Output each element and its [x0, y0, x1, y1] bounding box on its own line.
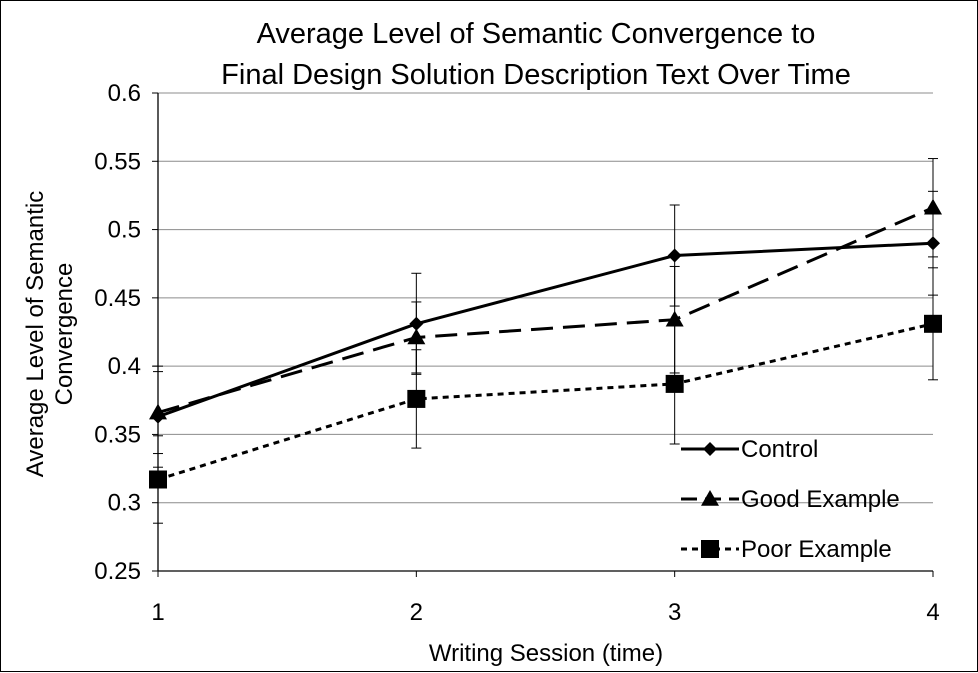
data-point	[665, 310, 684, 327]
y-tick-labels: 0.25 0.3 0.35 0.4 0.45 0.5 0.55 0.6	[94, 80, 141, 585]
y-axis-title-line-1: Average Level of Semantic	[22, 191, 49, 477]
data-point	[407, 389, 426, 408]
legend-entry: Control	[681, 436, 818, 463]
legend-marker	[703, 442, 717, 456]
series-good-example	[149, 158, 942, 455]
x-tick-label: 4	[926, 599, 939, 626]
y-tick-label: 0.35	[94, 421, 141, 448]
series-line	[157, 206, 934, 415]
data-point	[665, 374, 684, 393]
legend-marker	[701, 540, 719, 558]
legend-label: Control	[741, 436, 818, 463]
data-point	[924, 198, 942, 215]
x-tick-label: 2	[410, 599, 423, 626]
y-tick-label: 0.3	[108, 490, 141, 517]
y-tick-label: 0.55	[94, 148, 141, 175]
x-tick-label: 3	[668, 599, 681, 626]
legend-entry: Good Example	[681, 486, 900, 513]
y-tick-label: 0.5	[108, 217, 141, 244]
y-axis-title-line-2: Convergence	[51, 263, 78, 406]
legend: Control Good Example Poor Example	[681, 436, 900, 563]
y-axis-title: Average Level of Semantic Convergence	[22, 191, 78, 477]
data-point	[149, 403, 167, 420]
data-point	[667, 248, 682, 263]
chart-title-line-1: Average Level of Semantic Convergence to	[257, 18, 816, 50]
legend-marker	[701, 490, 719, 506]
series-line	[157, 241, 934, 419]
y-tick-label: 0.6	[108, 80, 141, 107]
legend-label: Good Example	[741, 486, 900, 513]
gridlines	[158, 92, 933, 504]
legend-entry: Poor Example	[681, 536, 892, 563]
series	[149, 158, 942, 524]
x-tick-label: 1	[151, 599, 164, 626]
series-line	[157, 322, 934, 481]
x-tick-labels: 1 2 3 4	[151, 599, 939, 626]
chart-title-line-2: Final Design Solution Description Text O…	[221, 59, 851, 91]
data-point	[149, 470, 167, 489]
x-axis-title: Writing Session (time)	[429, 640, 663, 667]
data-point	[924, 314, 942, 333]
y-tick-label: 0.45	[94, 285, 141, 312]
legend-label: Poor Example	[741, 536, 892, 563]
data-point	[407, 328, 426, 345]
series-poor-example	[149, 267, 942, 524]
y-tick-label: 0.25	[94, 558, 141, 585]
y-tick-label: 0.4	[108, 353, 141, 380]
